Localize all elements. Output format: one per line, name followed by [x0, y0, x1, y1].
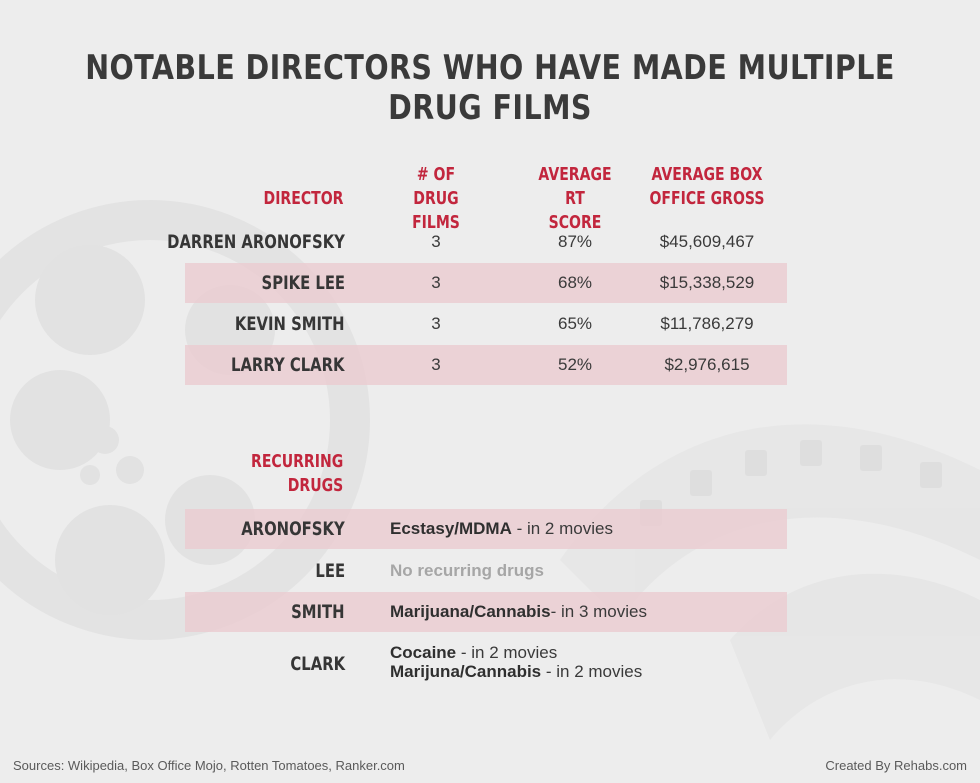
director-name: DARREN ARONOFSKY: [167, 231, 345, 253]
director-surname: LEE: [315, 560, 345, 582]
rt-score: 87%: [557, 232, 593, 251]
table-row: CLARK Cocaine - in 2 movies Marijuna/Can…: [185, 640, 787, 688]
box-office-gross: $11,786,279: [660, 314, 754, 333]
table-row: SMITH Marijuana/Cannabis- in 3 movies: [185, 592, 787, 632]
director-name: LARRY CLARK: [231, 354, 345, 376]
recurring-drug: Marijuna/Cannabis - in 2 movies: [390, 662, 643, 681]
header-box-office: AVERAGE BOX OFFICE GROSS: [649, 164, 765, 209]
table-row: DARREN ARONOFSKY 3 87% $45,609,467: [167, 222, 787, 262]
credit-text: Created By Rehabs.com: [825, 758, 967, 773]
drug-film-count: 3: [431, 355, 441, 374]
sources-text: Sources: Wikipedia, Box Office Mojo, Rot…: [13, 758, 405, 773]
director-name: SPIKE LEE: [261, 272, 345, 294]
drug-film-count: 3: [431, 314, 441, 333]
box-office-gross: $2,976,615: [664, 355, 750, 374]
rt-score: 65%: [557, 314, 593, 333]
rt-score: 68%: [557, 273, 593, 292]
drug-film-count: 3: [431, 273, 441, 292]
drug-film-count: 3: [431, 232, 441, 251]
director-surname: CLARK: [290, 653, 345, 675]
table-row: KEVIN SMITH 3 65% $11,786,279: [185, 304, 787, 344]
recurring-drug: Marijuana/Cannabis- in 3 movies: [390, 602, 647, 621]
header-drug-films: # OF DRUG FILMS: [412, 164, 460, 233]
table-row: ARONOFSKY Ecstasy/MDMA - in 2 movies: [185, 509, 787, 549]
box-office-gross: $45,609,467: [659, 232, 755, 251]
rt-score: 52%: [557, 355, 593, 374]
recurring-drug-none: No recurring drugs: [390, 561, 544, 580]
header-director: DIRECTOR: [263, 188, 343, 209]
director-surname: ARONOFSKY: [241, 518, 345, 540]
header-recurring-drugs: RECURRING DRUGS: [250, 451, 343, 496]
table-row: LEE No recurring drugs: [185, 551, 787, 591]
page-title: NOTABLE DIRECTORS WHO HAVE MADE MULTIPLE…: [85, 48, 895, 128]
box-office-gross: $15,338,529: [659, 273, 755, 292]
table-row: LARRY CLARK 3 52% $2,976,615: [185, 345, 787, 385]
header-rt-score: AVERAGE RT SCORE: [538, 164, 612, 233]
director-name: KEVIN SMITH: [235, 313, 345, 335]
recurring-drug: Ecstasy/MDMA - in 2 movies: [390, 519, 613, 538]
director-surname: SMITH: [291, 601, 345, 623]
table-row: SPIKE LEE 3 68% $15,338,529: [185, 263, 787, 303]
recurring-drug: Cocaine - in 2 movies: [390, 643, 558, 662]
